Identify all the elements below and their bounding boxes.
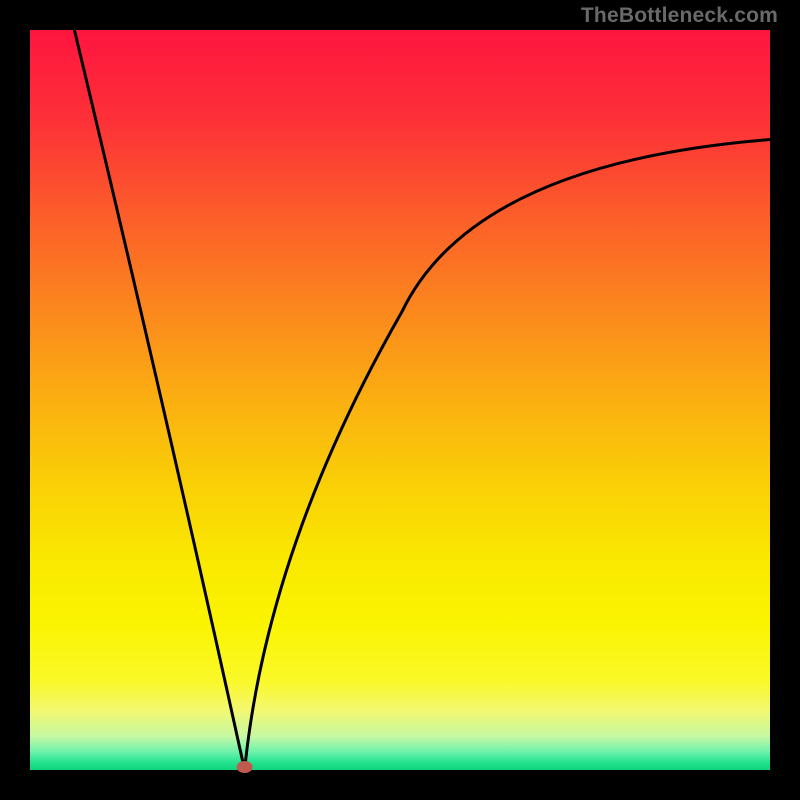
optimal-point-marker (237, 761, 253, 773)
watermark-text: TheBottleneck.com (581, 4, 778, 28)
bottleneck-chart (0, 0, 800, 800)
plot-background (30, 30, 770, 770)
